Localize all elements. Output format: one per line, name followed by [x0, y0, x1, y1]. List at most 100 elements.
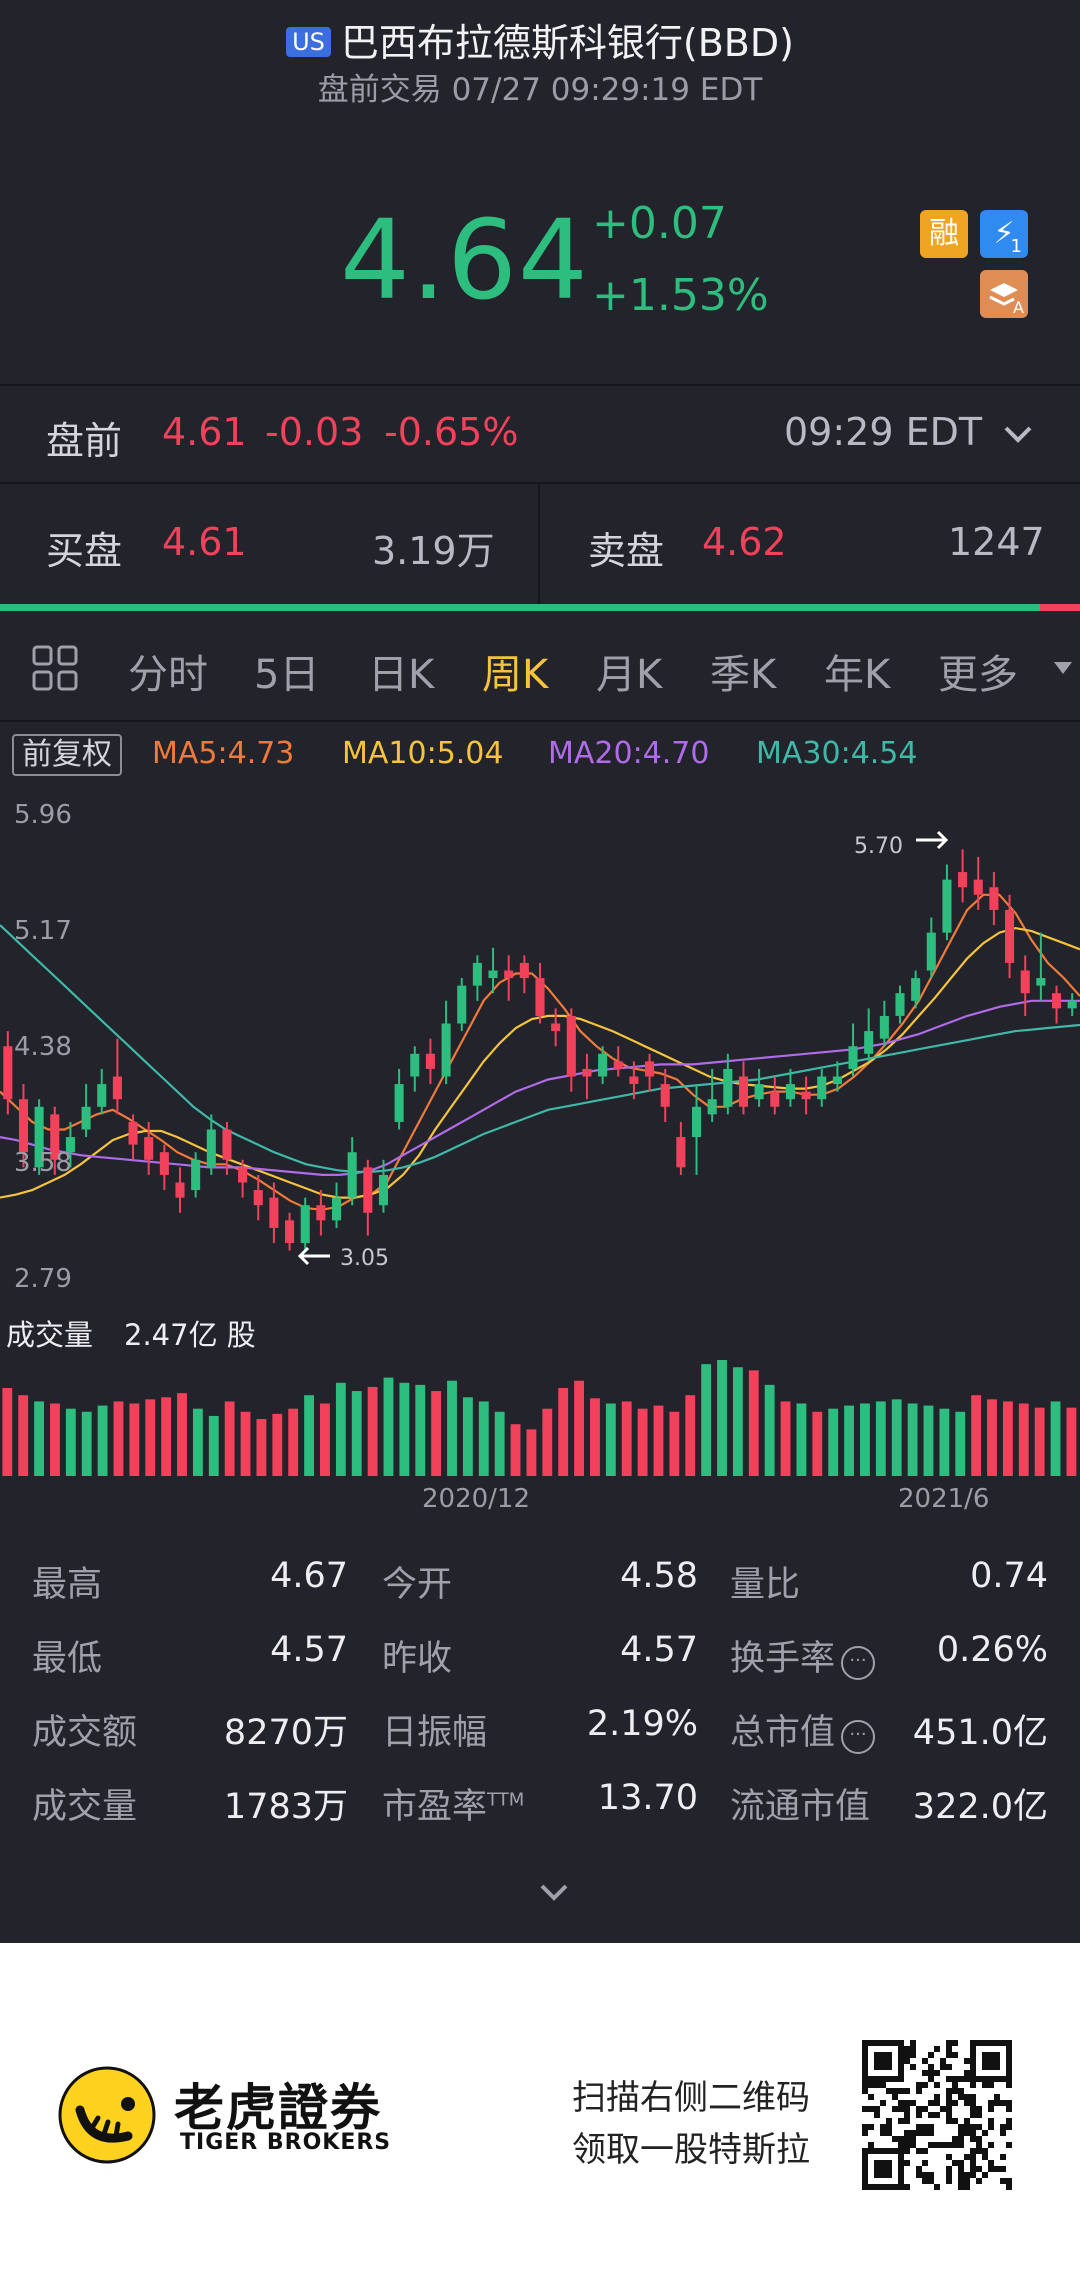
qr-module	[874, 2064, 880, 2070]
qr-module	[898, 2058, 904, 2064]
candle-body	[441, 1023, 451, 1077]
qr-module	[934, 2112, 940, 2118]
volume-bar	[891, 1399, 902, 1476]
bid-price: 4.61	[162, 520, 247, 564]
qr-module	[946, 2142, 952, 2148]
volume-bar	[256, 1419, 267, 1476]
tab-5day[interactable]: 5日	[254, 652, 320, 698]
layers-icon[interactable]: A	[980, 270, 1028, 318]
volume-bar	[748, 1370, 759, 1476]
qr-module	[946, 2172, 952, 2178]
candle-body	[801, 1091, 811, 1100]
qr-module	[970, 2172, 976, 2178]
volume-bar	[653, 1405, 664, 1476]
qr-module	[886, 2064, 892, 2070]
volume-chart[interactable]	[0, 1350, 1080, 1480]
tab-yearly-k[interactable]: 年K	[824, 652, 891, 698]
qr-module	[916, 2130, 922, 2136]
stat-label: 最低	[32, 1639, 103, 1679]
volume-label: 成交量	[6, 1318, 94, 1352]
qr-module	[988, 2064, 994, 2070]
candle-body	[691, 1106, 702, 1138]
chevron-down-icon[interactable]	[1000, 420, 1036, 450]
qr-module	[940, 2106, 946, 2112]
tab-intraday[interactable]: 分时	[128, 652, 208, 698]
qr-module	[976, 2106, 982, 2112]
qr-code[interactable]	[862, 2040, 1012, 2190]
qr-module	[862, 2184, 868, 2190]
qr-module	[946, 2046, 952, 2052]
low-marker-label: 3.05	[340, 1246, 389, 1271]
candle-body	[144, 1137, 154, 1160]
volume-bar	[50, 1403, 60, 1476]
qr-module	[862, 2166, 868, 2172]
qr-module	[946, 2064, 952, 2070]
qr-module	[958, 2166, 964, 2172]
candle-body	[1051, 993, 1062, 1009]
grid-menu-icon[interactable]	[32, 645, 78, 691]
premarket-time[interactable]: 09:29 EDT	[784, 410, 983, 454]
qr-module	[904, 2112, 910, 2118]
volume-bar	[145, 1399, 156, 1476]
flash-glyph: ⚡	[993, 216, 1015, 251]
stat-value: 322.0亿	[912, 1787, 1048, 1827]
x-tick: 2020/12	[422, 1484, 531, 1514]
tab-monthly-k[interactable]: 月K	[596, 652, 663, 698]
qr-module	[946, 2076, 952, 2082]
candle-body	[285, 1220, 295, 1244]
qr-module	[928, 2076, 934, 2082]
volume-bar	[860, 1403, 870, 1476]
qr-module	[946, 2118, 952, 2124]
qr-module	[928, 2064, 934, 2070]
qr-module	[976, 2178, 982, 2184]
qr-module	[1006, 2124, 1012, 2130]
qr-module	[910, 2136, 916, 2142]
qr-module	[892, 2088, 898, 2094]
tab-quarterly-k[interactable]: 季K	[710, 652, 777, 698]
candle-body	[1067, 1000, 1077, 1009]
volume-bar	[192, 1408, 203, 1476]
qr-module	[910, 2130, 916, 2136]
tab-weekly-k[interactable]: 周K	[482, 652, 549, 698]
qr-module	[982, 2040, 988, 2046]
qr-module	[1000, 2076, 1006, 2082]
qr-module	[874, 2040, 880, 2046]
volume-value: 2.47亿 股	[124, 1318, 256, 1352]
info-icon[interactable]: ···	[841, 1646, 876, 1680]
candle-body	[738, 1076, 749, 1107]
stat-label: 最高	[32, 1565, 103, 1605]
qr-module	[886, 2058, 892, 2064]
qr-module	[994, 2076, 1000, 2082]
qr-module	[958, 2094, 964, 2100]
qr-module	[886, 2184, 892, 2190]
qr-module	[880, 2076, 886, 2082]
qr-module	[862, 2160, 868, 2166]
qr-module	[946, 2166, 952, 2172]
qr-module	[934, 2094, 940, 2100]
flash-order-icon[interactable]: ⚡ 1	[980, 210, 1028, 258]
qr-module	[904, 2160, 910, 2166]
info-icon[interactable]: ···	[841, 1720, 876, 1754]
tab-daily-k[interactable]: 日K	[368, 652, 435, 698]
candlestick-chart[interactable]	[0, 790, 1080, 1310]
qr-module	[910, 2142, 916, 2148]
caret-down-icon[interactable]	[1052, 660, 1074, 676]
qr-module	[898, 2178, 904, 2184]
adjust-toggle[interactable]: 前复权	[12, 734, 122, 776]
qr-module	[952, 2088, 958, 2094]
margin-badge-icon[interactable]: 融	[920, 210, 968, 258]
qr-module	[970, 2166, 976, 2172]
divider	[0, 482, 1080, 484]
qr-module	[970, 2064, 976, 2070]
qr-module	[862, 2148, 868, 2154]
qr-module	[874, 2166, 880, 2172]
volume-bar	[796, 1403, 807, 1476]
qr-module	[874, 2160, 880, 2166]
pe-ratio: 市盈率TTM	[382, 1778, 524, 1829]
tab-more[interactable]: 更多	[938, 652, 1018, 698]
expand-chevron-icon[interactable]	[536, 1880, 572, 1904]
qr-module	[898, 2148, 904, 2154]
volume-bar	[97, 1405, 108, 1476]
ma30-line	[0, 924, 1080, 1173]
qr-module	[958, 2172, 964, 2178]
